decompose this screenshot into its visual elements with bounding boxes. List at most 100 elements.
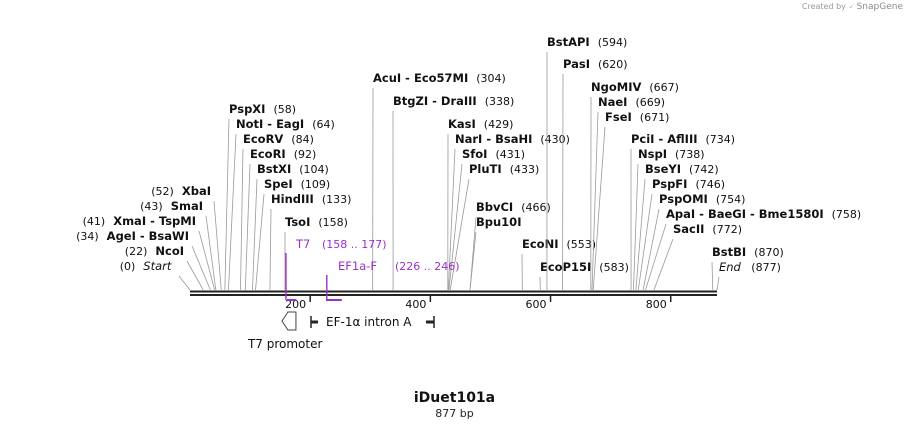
snapgene-logo-icon: 🗸 [848, 2, 855, 11]
site-leader-line [244, 163, 251, 291]
site-leader-line [716, 276, 720, 291]
site-leader-line [642, 208, 660, 291]
site-label: PluTI [469, 162, 502, 176]
site-leader-line [178, 275, 191, 291]
site-position: (84) [291, 133, 314, 146]
site-leader-line [205, 215, 217, 291]
map-title-block: iDuet101a 877 bp [0, 390, 909, 420]
site-label: PspFI [652, 177, 687, 191]
site-leader-line [592, 126, 606, 291]
site-label: BbvCI [476, 200, 513, 214]
primer-range: (158 .. 177) [322, 238, 387, 251]
site-position: (158) [318, 216, 348, 229]
site-leader-line [448, 163, 463, 291]
site-label: SpeI [264, 177, 293, 191]
site-leader-line [213, 200, 222, 291]
site-label: TsoI [285, 215, 310, 229]
site-leader-line [591, 111, 599, 291]
site-position: (338) [485, 95, 515, 108]
feature-label: T7 promoter [247, 337, 323, 351]
site-label: End [719, 260, 742, 274]
site-label: AgeI - BsaWI [107, 229, 189, 243]
site-label: PspXI [229, 102, 265, 116]
site-label: PciI - AflIII [631, 132, 698, 146]
site-label: AcuI - Eco57MI [373, 71, 468, 85]
site-label: NarI - BsaHI [455, 132, 532, 146]
site-leader-line [635, 178, 646, 291]
feature-label: EF-1α intron A [326, 315, 412, 329]
ruler-tick-label: 600 [526, 298, 547, 311]
site-label: NgoMIV [591, 80, 641, 94]
site-position: (738) [675, 148, 705, 161]
site-label: HindIII [271, 192, 314, 206]
site-label: NcoI [155, 244, 184, 258]
site-leader-line [449, 178, 470, 291]
site-position: (104) [299, 163, 329, 176]
site-label: BstAPI [547, 35, 590, 49]
site-position: (583) [599, 261, 629, 274]
primer-label: EF1a-F [338, 259, 377, 273]
site-label: EcoP15I [540, 260, 591, 274]
site-leader-line [447, 148, 456, 291]
site-leader-line [224, 118, 230, 291]
site-label: BstXI [257, 162, 291, 176]
site-position: (433) [510, 163, 540, 176]
plasmid-length: 877 bp [435, 407, 474, 420]
site-leader-line [252, 178, 258, 291]
site-position: (109) [301, 178, 331, 191]
site-position: (754) [716, 193, 746, 206]
site-leader-line [637, 193, 653, 291]
site-label: NspI [638, 147, 667, 161]
site-position: (594) [598, 36, 628, 49]
site-leader-line [269, 208, 272, 291]
plasmid-name: iDuet101a [413, 390, 496, 406]
primer-label: T7 [295, 237, 310, 251]
site-position: (772) [712, 223, 742, 236]
site-leader-line [469, 231, 477, 291]
site-label: EcoRV [243, 132, 283, 146]
site-label: BstBI [712, 245, 746, 259]
site-leader-line [186, 260, 204, 291]
site-position: (0) [120, 260, 136, 273]
site-position: (43) [140, 200, 163, 213]
site-position: (92) [294, 148, 317, 161]
site-label: SmaI [171, 199, 203, 213]
site-leader-line [711, 261, 714, 291]
site-leader-line [255, 193, 265, 291]
site-position: (22) [125, 245, 148, 258]
site-leader-line [645, 223, 667, 291]
promoter-arrow-icon [281, 311, 297, 331]
site-position: (620) [598, 58, 628, 71]
credit-prefix: Created by [801, 2, 846, 11]
site-position: (734) [706, 133, 736, 146]
site-label: NaeI [598, 95, 627, 109]
site-position: (669) [635, 96, 665, 109]
ruler-tick-label: 200 [285, 298, 306, 311]
site-label: SfoI [462, 147, 487, 161]
site-position: (34) [76, 230, 99, 243]
site-position: (133) [322, 193, 352, 206]
site-label: XmaI - TspMI [113, 214, 196, 228]
site-label: FseI [605, 110, 632, 124]
site-position: (52) [151, 185, 174, 198]
ruler-tick-label: 400 [405, 298, 426, 311]
site-label: EcoRI [250, 147, 286, 161]
site-label: KasI [448, 117, 476, 131]
site-position: (870) [754, 246, 784, 259]
site-label: ApaI - BaeGI - Bme1580I [666, 207, 824, 221]
site-label: XbaI [182, 184, 211, 198]
site-label: SacII [673, 222, 704, 236]
site-label: PspOMI [659, 192, 708, 206]
site-position: (64) [312, 118, 335, 131]
site-label: PasI [563, 57, 590, 71]
primer-range: (226 .. 246) [395, 260, 460, 273]
site-label: EcoNI [522, 237, 558, 251]
site-position: (431) [495, 148, 525, 161]
site-leader-line [191, 245, 211, 291]
site-position: (430) [540, 133, 570, 146]
site-position: (877) [751, 261, 781, 274]
site-label: Bpu10I [476, 215, 521, 229]
site-position: (304) [476, 72, 506, 85]
site-position: (671) [640, 111, 670, 124]
site-leader-line [198, 230, 216, 291]
